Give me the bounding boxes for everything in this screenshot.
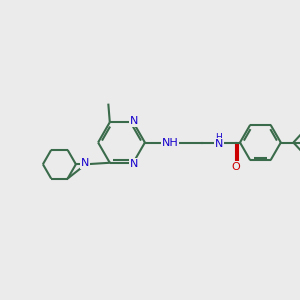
Text: N: N	[130, 116, 138, 126]
Text: N: N	[214, 139, 223, 149]
Text: NH: NH	[161, 137, 178, 148]
Text: N: N	[81, 158, 89, 168]
Text: N: N	[130, 159, 138, 169]
Text: O: O	[231, 161, 240, 172]
Text: H: H	[215, 133, 222, 142]
